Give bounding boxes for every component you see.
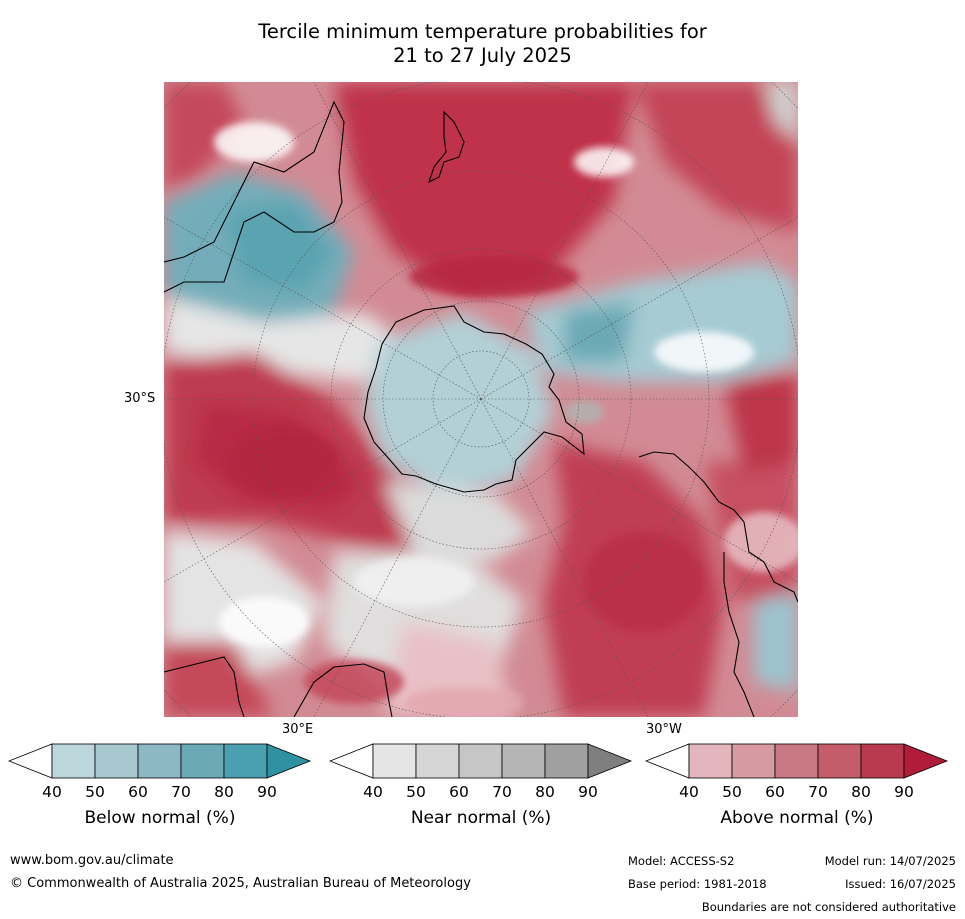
above-tick-40: 40 <box>679 783 699 801</box>
above-segment-70 <box>817 743 862 779</box>
footer-copyright: © Commonwealth of Australia 2025, Austra… <box>10 876 471 891</box>
near-tick-70: 70 <box>492 783 512 801</box>
south-america-coast <box>638 451 798 717</box>
map-title: Tercile minimum temperature probabilitie… <box>0 20 965 68</box>
below-extend-low <box>8 743 53 779</box>
lon-label-30e: 30°E <box>282 722 314 737</box>
near-segment-40 <box>372 743 417 779</box>
australia-coast <box>164 100 345 293</box>
lat-label-30s: 30°S <box>124 391 156 406</box>
below-segment-50 <box>94 743 139 779</box>
above-segment-50 <box>731 743 776 779</box>
colorbar-near-normal <box>329 743 633 779</box>
colorbar-below-normal <box>8 743 312 779</box>
above-tick-70: 70 <box>808 783 828 801</box>
coastlines <box>164 100 798 717</box>
above-tick-50: 50 <box>722 783 742 801</box>
near-segment-60 <box>458 743 503 779</box>
near-extend-low <box>329 743 374 779</box>
colorbar-above-normal <box>645 743 949 779</box>
near-extend-high <box>587 743 633 779</box>
title-line-1: Tercile minimum temperature probabilitie… <box>258 20 707 43</box>
near-tick-80: 80 <box>535 783 555 801</box>
below-tick-70: 70 <box>171 783 191 801</box>
colorbar-near-label: Near normal (%) <box>410 808 552 828</box>
above-extend-low <box>645 743 690 779</box>
near-segment-70 <box>501 743 546 779</box>
below-tick-60: 60 <box>128 783 148 801</box>
footer-website: www.bom.gov.au/climate <box>10 853 174 868</box>
title-line-2: 21 to 27 July 2025 <box>393 44 572 67</box>
below-segment-60 <box>137 743 182 779</box>
colorbar-below-label: Below normal (%) <box>84 808 236 828</box>
above-segment-40 <box>688 743 733 779</box>
near-tick-50: 50 <box>406 783 426 801</box>
footer-model-run: Model run: 14/07/2025 <box>824 854 956 868</box>
probability-detail <box>214 122 798 717</box>
footer-model: Model: ACCESS-S2 <box>628 854 735 868</box>
footer-base-period: Base period: 1981-2018 <box>628 877 767 891</box>
lon-label-30w: 30°W <box>646 722 682 737</box>
below-extend-high <box>266 743 312 779</box>
near-segment-50 <box>415 743 460 779</box>
below-tick-40: 40 <box>42 783 62 801</box>
above-extend-high <box>903 743 949 779</box>
above-segment-80 <box>860 743 905 779</box>
above-tick-60: 60 <box>765 783 785 801</box>
above-tick-90: 90 <box>894 783 914 801</box>
footer-issued: Issued: 16/07/2025 <box>845 877 956 891</box>
below-tick-80: 80 <box>214 783 234 801</box>
below-segment-40 <box>51 743 96 779</box>
near-segment-80 <box>544 743 589 779</box>
footer-disclaimer: Boundaries are not considered authoritat… <box>701 900 956 914</box>
graticule <box>164 82 798 717</box>
new-zealand-coast <box>428 110 465 184</box>
below-segment-80 <box>223 743 268 779</box>
probability-map <box>164 82 798 717</box>
near-tick-60: 60 <box>449 783 469 801</box>
colorbar-above-label: Above normal (%) <box>720 808 874 828</box>
below-segment-70 <box>180 743 225 779</box>
antarctica-coast <box>363 305 585 493</box>
near-tick-90: 90 <box>578 783 598 801</box>
below-tick-50: 50 <box>85 783 105 801</box>
below-tick-90: 90 <box>257 783 277 801</box>
africa-coast <box>164 656 393 717</box>
above-segment-60 <box>774 743 819 779</box>
near-tick-40: 40 <box>363 783 383 801</box>
above-tick-80: 80 <box>851 783 871 801</box>
